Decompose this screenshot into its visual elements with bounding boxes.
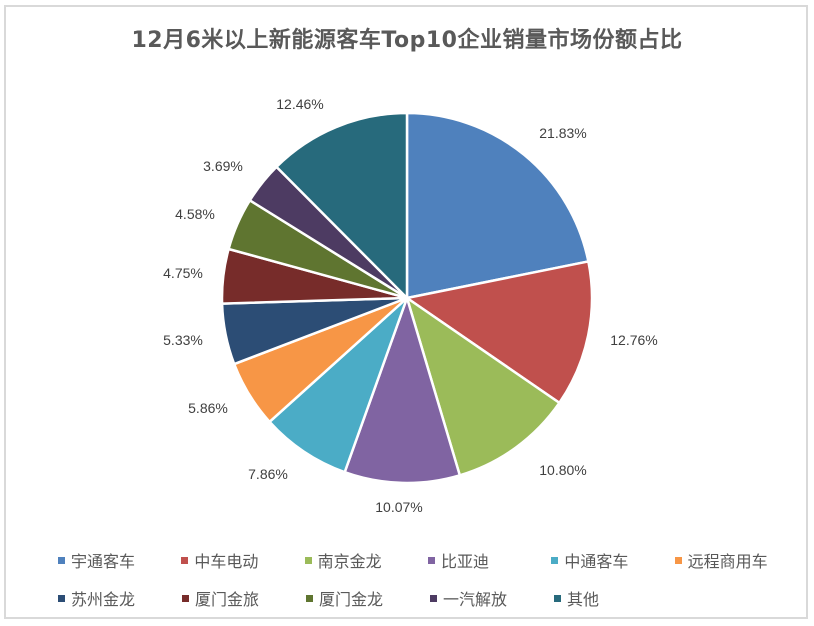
legend-swatch-icon [306,594,313,602]
legend-item: 一汽解放 [430,586,554,610]
legend-item: 苏州金龙 [58,586,182,610]
data-label: 12.46% [276,96,323,112]
legend-row: 宇通客车 中车电动 南京金龙 比亚迪 中通客车 远程商用车 [58,541,798,579]
legend-swatch-icon [430,594,437,602]
legend-swatch-icon [58,594,65,602]
chart-title: 12月6米以上新能源客车Top10企业销量市场份额占比 [131,28,683,53]
data-label: 10.80% [539,462,586,478]
legend-item: 厦门金龙 [306,586,430,610]
legend-label: 厦门金龙 [319,590,384,609]
legend-label: 苏州金龙 [71,590,136,609]
legend-swatch-icon [58,556,65,564]
legend-item: 厦门金旅 [182,586,306,610]
legend-swatch-icon [181,556,189,564]
legend-swatch-icon [674,556,682,564]
legend-label: 比亚迪 [440,552,489,571]
legend-swatch-icon [554,594,561,602]
data-label: 3.69% [203,158,243,174]
pie-slice-3 [404,294,562,477]
data-label: 5.33% [163,332,203,348]
legend-swatch-icon [427,556,435,564]
pie-slice-11 [274,111,409,302]
legend-label: 厦门金旅 [195,590,260,609]
pie-labels: 21.83% 12.76% 10.80% 10.07% 7.86% 5.86% 5.33% 4… [163,96,658,515]
legend-row: 苏州金龙 厦门金旅 厦门金龙 一汽解放 其他 [58,579,798,617]
legend-item: 其他 [554,586,678,610]
legend-item: 比亚迪 [427,548,551,572]
data-label: 5.86% [188,400,228,416]
legend-swatch-icon [304,556,312,564]
legend-item: 远程商用车 [674,548,798,572]
pie-slice-1 [405,111,590,300]
legend-item: 南京金龙 [304,548,428,572]
pie-slice-5 [267,297,409,474]
legend-label: 南京金龙 [317,552,382,571]
data-label: 21.83% [539,125,586,141]
data-label: 7.86% [248,466,288,482]
pie-slice-4 [343,293,462,485]
data-label: 4.58% [175,206,215,222]
pie-slice-2 [403,259,594,405]
legend-label: 宇通客车 [71,552,136,571]
legend-label: 中通客车 [564,552,629,571]
legend-swatch-icon [551,556,559,564]
data-label: 10.07% [375,499,422,515]
legend: 宇通客车 中车电动 南京金龙 比亚迪 中通客车 远程商用车 苏州金龙 厦门金旅 厦门金龙 一汽解… [58,541,798,617]
legend-swatch-icon [182,594,189,602]
legend-label: 其他 [567,590,600,609]
legend-item: 宇通客车 [58,548,181,572]
legend-item: 中通客车 [551,548,674,572]
data-label: 4.75% [163,265,203,281]
legend-label: 一汽解放 [443,590,508,609]
data-label: 12.76% [610,332,657,348]
legend-label: 中车电动 [194,552,259,571]
legend-item: 中车电动 [181,548,304,572]
legend-label: 远程商用车 [687,552,768,571]
pie-slices [220,111,594,485]
